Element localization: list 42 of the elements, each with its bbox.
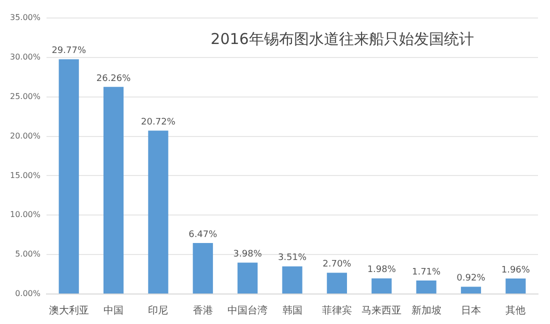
bar xyxy=(460,286,482,294)
x-tick-label: 日本 xyxy=(460,304,481,317)
x-tick-label: 马来西亚 xyxy=(362,304,402,317)
y-tick-label: 10.00% xyxy=(10,210,41,220)
data-label: 0.92% xyxy=(456,274,486,284)
x-tick-label: 中国台湾 xyxy=(228,304,268,317)
x-tick-label: 菲律宾 xyxy=(322,304,352,317)
bar xyxy=(238,262,258,294)
data-label: 1.71% xyxy=(412,267,442,278)
data-label: 2.70% xyxy=(322,260,352,270)
bar xyxy=(326,272,347,294)
y-tick-label: 0.00% xyxy=(15,289,41,298)
bar xyxy=(506,278,526,294)
bar xyxy=(192,242,213,294)
x-tick-label: 其他 xyxy=(506,304,526,317)
bar xyxy=(416,280,436,294)
y-tick-label: 20.00% xyxy=(10,131,41,140)
y-tick-label: 5.00% xyxy=(15,250,41,259)
y-tick-label: 25.00% xyxy=(10,92,41,101)
bar xyxy=(58,59,79,294)
text: 2016年锡布图水道往来船只始发国统计 xyxy=(210,30,474,48)
bar xyxy=(282,266,302,294)
data-label: 20.72% xyxy=(141,117,176,128)
data-label: 1.98% xyxy=(367,265,396,276)
data-label: 3.98% xyxy=(233,249,262,260)
x-tick-label: 印尼 xyxy=(148,304,168,317)
y-tick-label: 30.00% xyxy=(10,52,41,62)
x-tick-label: 韩国 xyxy=(282,304,302,317)
data-label: 6.47% xyxy=(188,230,218,240)
bar xyxy=(148,130,168,294)
x-tick-label: 香港 xyxy=(192,304,213,317)
data-label: 3.51% xyxy=(278,253,307,264)
data-label: 1.96% xyxy=(501,265,530,276)
y-tick-label: 15.00% xyxy=(10,170,41,180)
data-label: 29.77% xyxy=(52,46,86,56)
bar xyxy=(372,278,392,294)
y-tick-label: 35.00% xyxy=(10,13,41,22)
bar xyxy=(103,86,124,294)
data-label: 26.26% xyxy=(96,74,132,84)
x-tick-label: 中国 xyxy=(104,304,124,317)
x-tick-label: 新加坡 xyxy=(411,304,442,317)
x-tick-label: 澳大利亚 xyxy=(48,304,89,317)
